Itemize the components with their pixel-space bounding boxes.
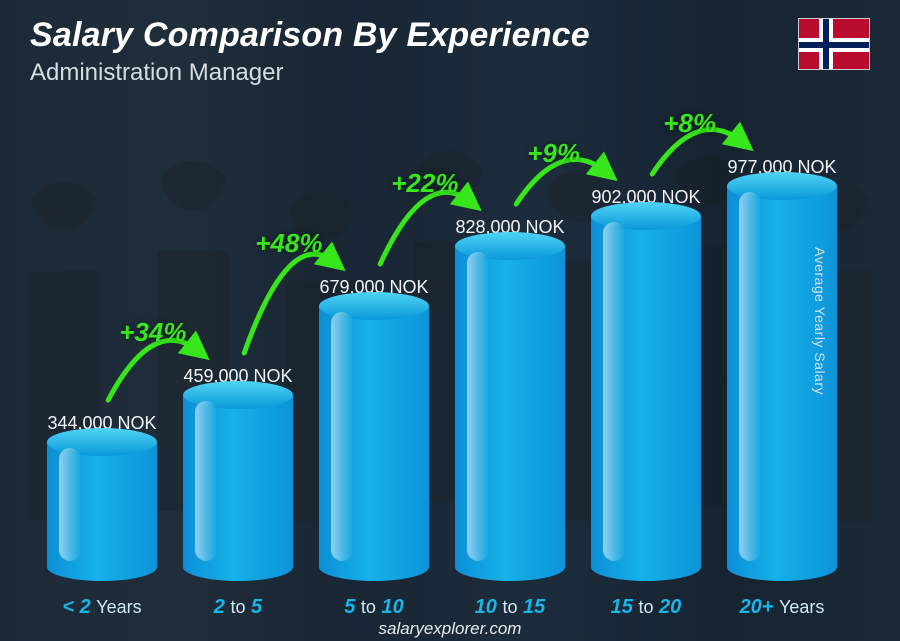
x-axis-label: < 2 Years [40,596,164,619]
x-axis-label: 20+ Years [720,596,844,619]
bar-slot: 679,000 NOK [312,121,436,581]
bar [183,395,293,581]
flag-icon [798,18,870,70]
bar [591,216,701,581]
page-title: Salary Comparison By Experience [30,16,590,55]
bar [319,306,429,581]
bar [455,246,565,581]
bar-slot: 902,000 NOK [584,121,708,581]
y-axis-title: Average Yearly Salary [812,247,828,395]
bar [47,442,157,581]
source-footer: salaryexplorer.com [0,619,900,639]
x-axis-label: 2 to 5 [176,596,300,619]
x-axis-label: 5 to 10 [312,596,436,619]
x-axis-label: 10 to 15 [448,596,572,619]
bar-slot: 828,000 NOK [448,121,572,581]
bar-slot: 344,000 NOK [40,121,164,581]
page-subtitle: Administration Manager [30,59,590,87]
bar-chart: 344,000 NOK459,000 NOK679,000 NOK828,000… [40,121,844,581]
bar-slot: 459,000 NOK [176,121,300,581]
x-axis-label: 15 to 20 [584,596,708,619]
header: Salary Comparison By Experience Administ… [30,16,870,87]
x-axis-labels: < 2 Years 2 to 5 5 to 10 10 to 15 15 to 20 20… [40,596,844,619]
